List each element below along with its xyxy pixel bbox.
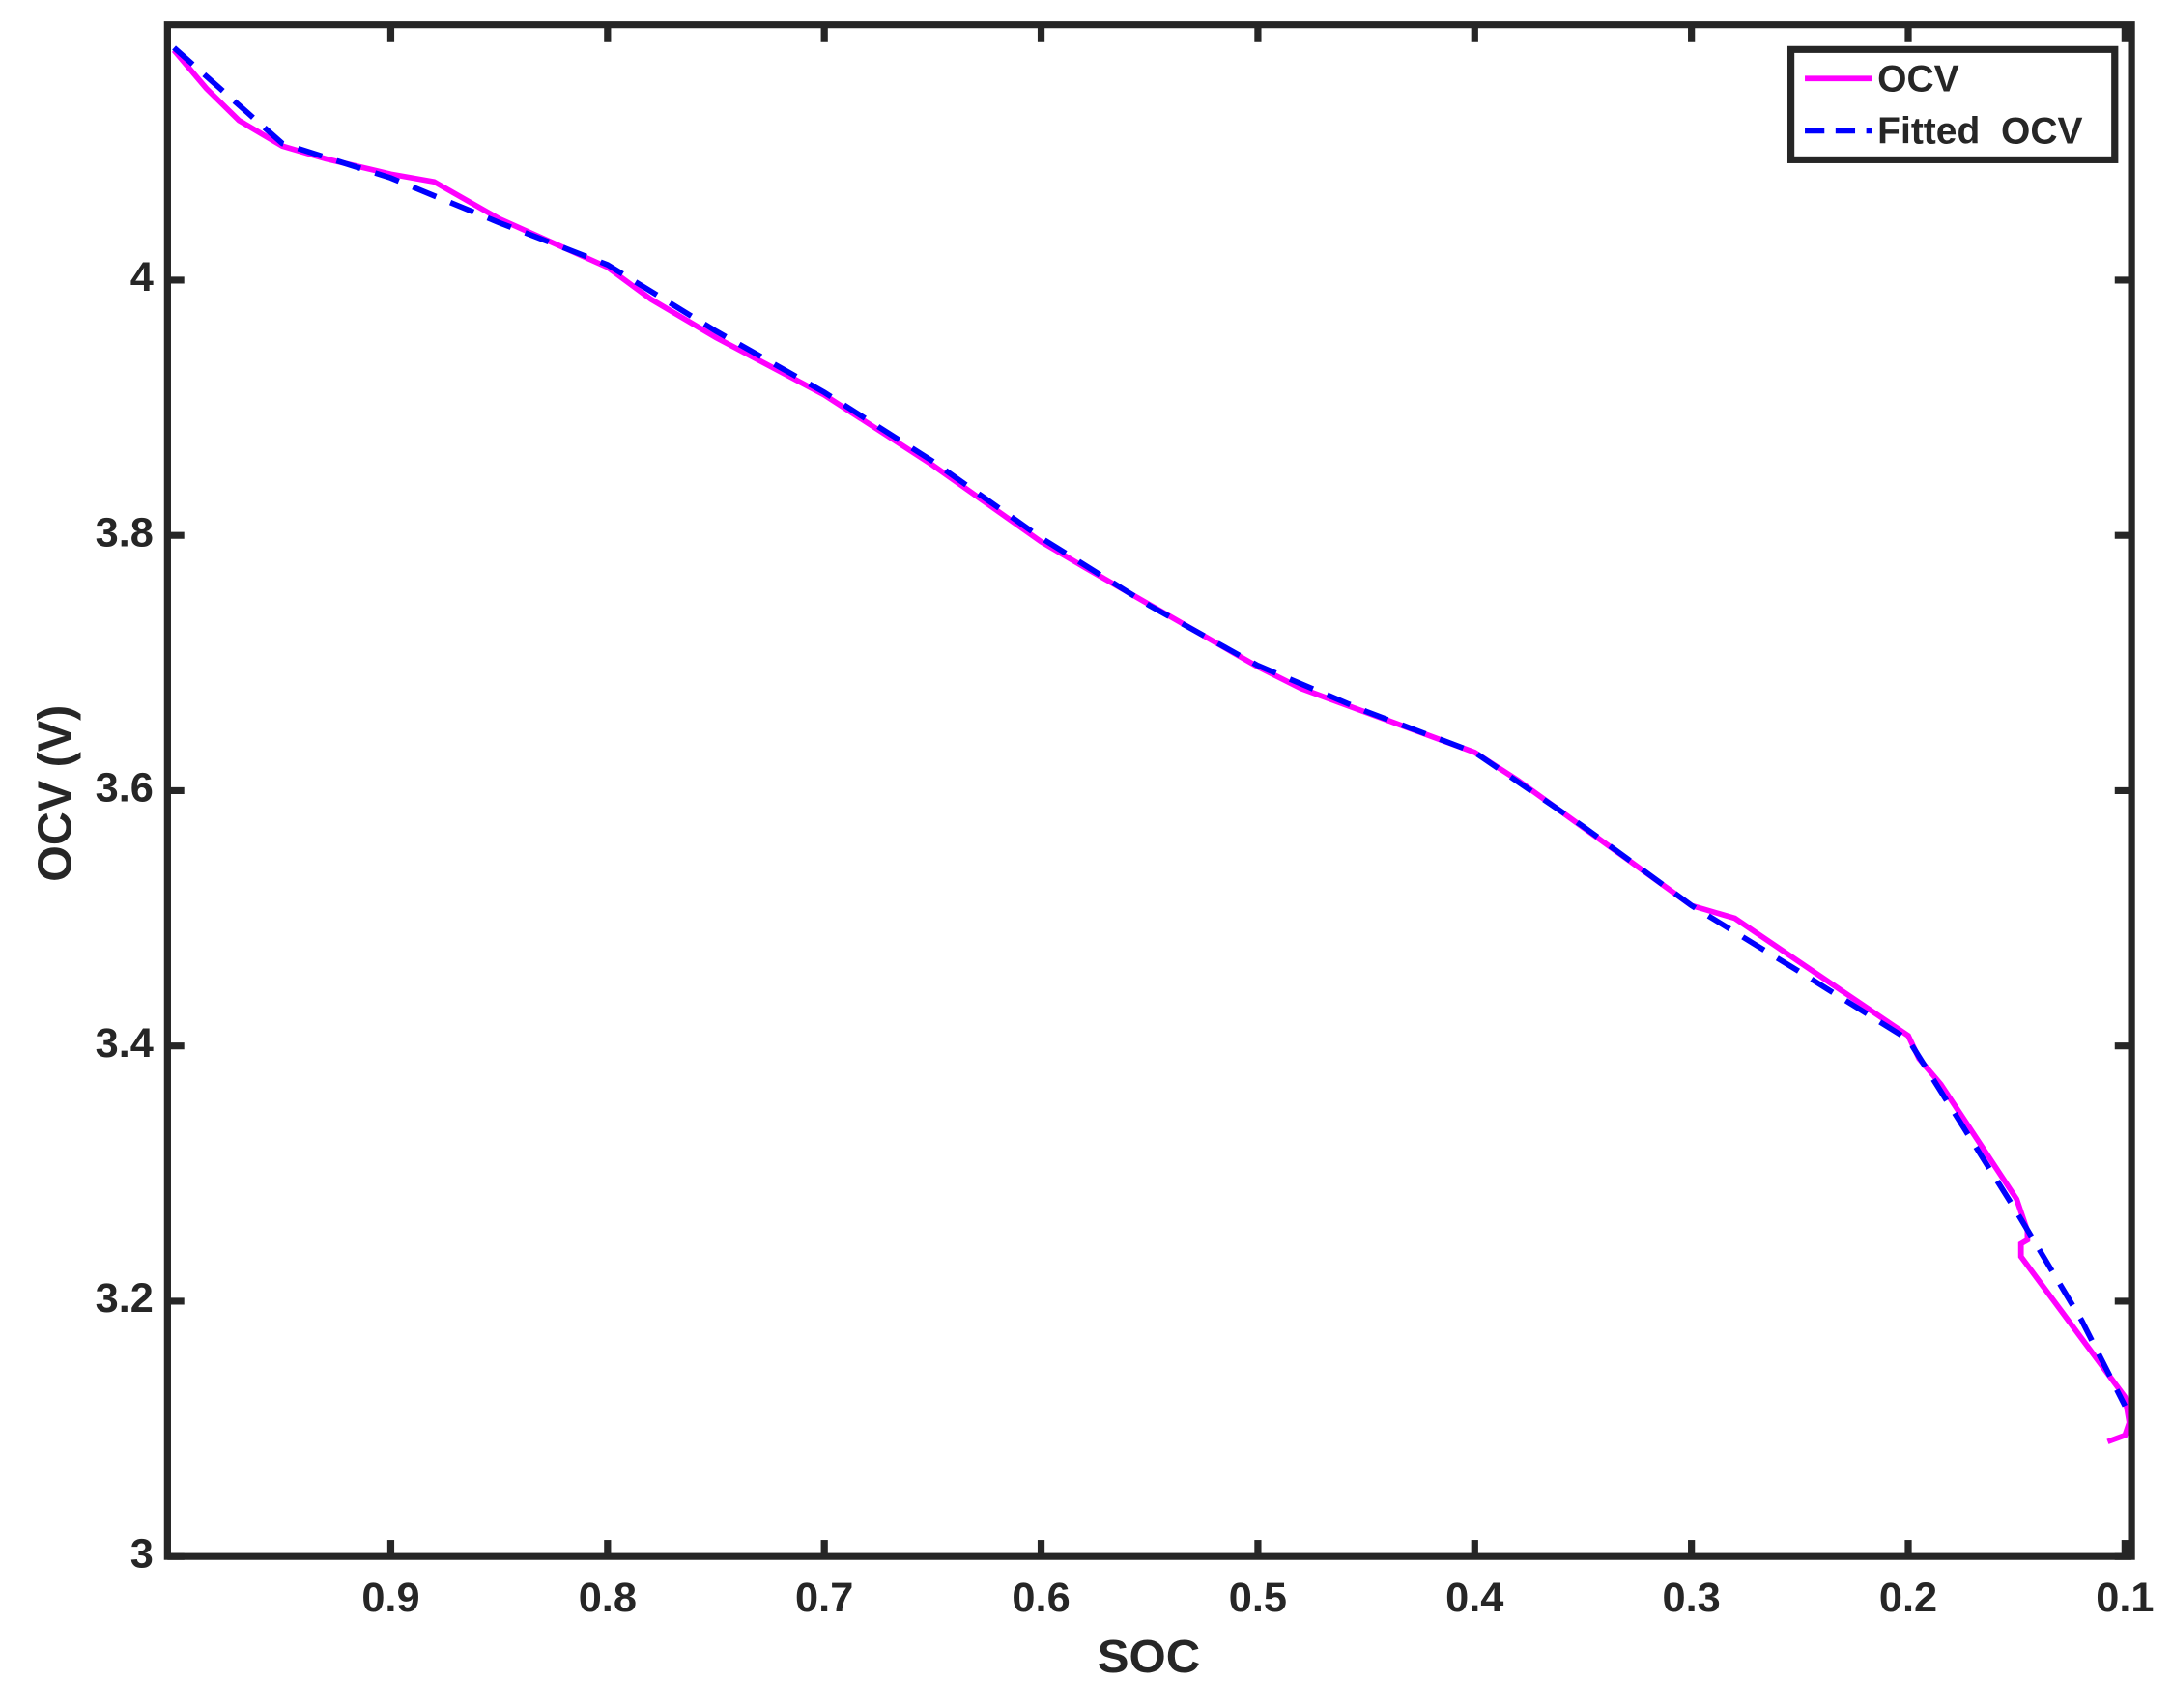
x-tick-label: 0.3 xyxy=(1663,1575,1721,1621)
series-line xyxy=(171,48,2132,1444)
plot-frame xyxy=(163,21,2135,1560)
x-tick-label: 0.9 xyxy=(361,1575,419,1621)
y-tick-label: 3.2 xyxy=(96,1275,154,1322)
legend-label: Fitted OCV xyxy=(1877,111,2083,153)
x-tick-label: 0.2 xyxy=(1879,1575,1937,1621)
legend-box xyxy=(1786,45,2119,163)
y-tick-label: 3.8 xyxy=(96,510,154,556)
legend-label: OCV xyxy=(1877,59,1959,100)
x-tick-label: 0.4 xyxy=(1445,1575,1503,1621)
y-tick-label: 3.4 xyxy=(96,1020,154,1067)
series-line xyxy=(172,45,2128,1408)
x-tick-label: 0.7 xyxy=(795,1575,853,1621)
x-tick-label: 0.5 xyxy=(1229,1575,1287,1621)
y-axis-title: OCV (V) xyxy=(29,705,81,882)
x-axis-title: SOC xyxy=(1098,1631,1200,1683)
x-tick-label: 0.6 xyxy=(1012,1575,1070,1621)
y-tick-label: 4 xyxy=(130,254,154,300)
x-tick-label: 0.1 xyxy=(2096,1575,2154,1621)
x-tick-label: 0.8 xyxy=(579,1575,637,1621)
y-tick-label: 3.6 xyxy=(96,765,154,811)
y-tick-label: 3 xyxy=(130,1531,154,1578)
